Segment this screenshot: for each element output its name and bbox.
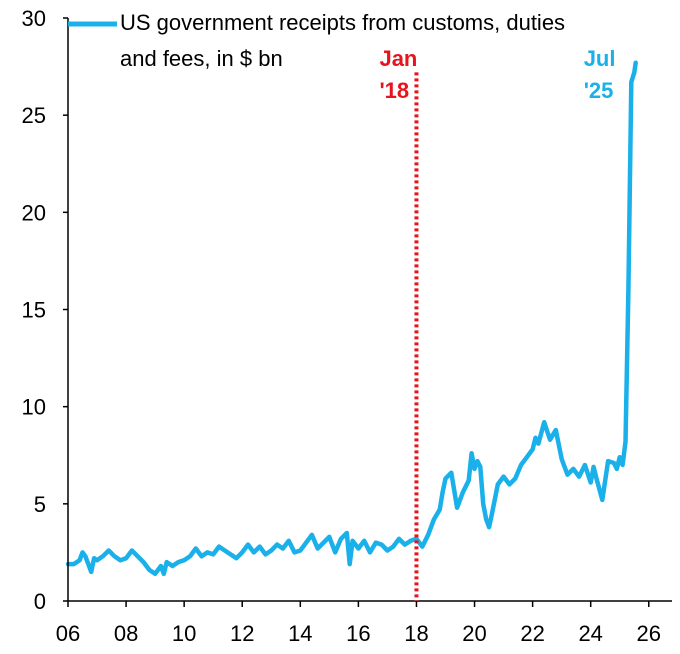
- x-tick-label: 22: [520, 621, 544, 646]
- x-tick-label: 14: [288, 621, 312, 646]
- y-tick-label: 30: [22, 6, 46, 31]
- y-tick-label: 0: [34, 589, 46, 614]
- y-tick-label: 15: [22, 298, 46, 323]
- x-tick-label: 26: [637, 621, 661, 646]
- y-axis: 0 5 10 15 20 25 30: [22, 6, 69, 614]
- plot-area: [65, 60, 638, 577]
- annotation-label: Jan: [379, 46, 417, 71]
- annotation-label: '18: [379, 78, 409, 103]
- x-tick-label: 10: [172, 621, 196, 646]
- x-tick-label: 08: [114, 621, 138, 646]
- annotations: Jan '18 Jul '25: [379, 46, 615, 601]
- x-axis: 06 08 10 12 14 16 18 20 22 24 26: [56, 600, 672, 646]
- x-tick-label: 20: [462, 621, 486, 646]
- y-tick-label: 20: [22, 200, 46, 225]
- x-tick-label: 12: [230, 621, 254, 646]
- y-tick-label: 10: [22, 395, 46, 420]
- annotation-label: '25: [584, 78, 614, 103]
- x-tick-label: 16: [346, 621, 370, 646]
- x-tick-label: 24: [578, 621, 602, 646]
- legend: US government receipts from customs, dut…: [68, 10, 565, 71]
- x-tick-label: 18: [404, 621, 428, 646]
- x-tick-label: 06: [56, 621, 80, 646]
- legend-line-2: and fees, in $ bn: [120, 46, 283, 71]
- y-tick-label: 25: [22, 103, 46, 128]
- series-line-0: [65, 60, 638, 577]
- legend-line-1: US government receipts from customs, dut…: [120, 10, 565, 35]
- annotation-label: Jul: [584, 46, 616, 71]
- y-tick-label: 5: [34, 492, 46, 517]
